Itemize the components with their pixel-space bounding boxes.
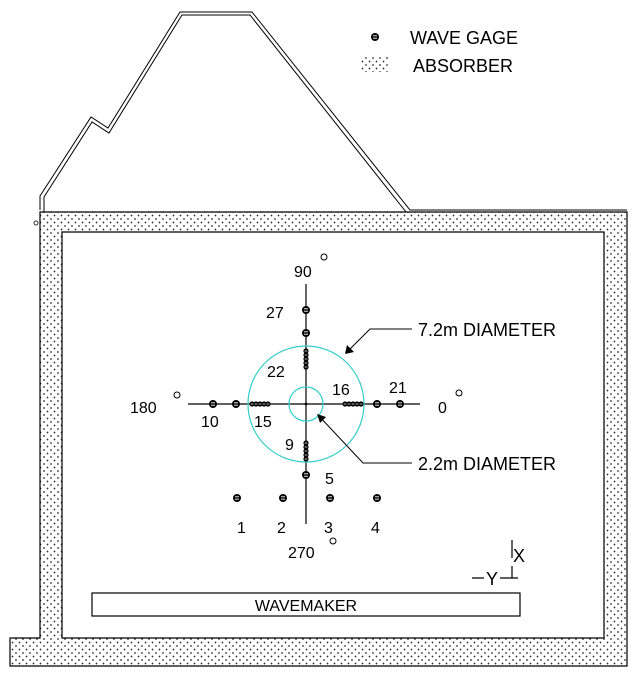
wave-gage bbox=[372, 399, 382, 409]
arrowhead-large bbox=[345, 345, 354, 354]
wave-gage-2 bbox=[278, 493, 288, 503]
basin-walls bbox=[9, 211, 628, 667]
gage-number-10: 10 bbox=[201, 414, 219, 431]
angle-90: 90 bbox=[294, 264, 312, 281]
large-diameter-circle bbox=[247, 345, 365, 463]
angle-180: 180 bbox=[130, 400, 157, 417]
degree-symbol bbox=[329, 537, 337, 545]
gage-axes bbox=[188, 284, 420, 524]
gage-number-1: 1 bbox=[237, 520, 246, 537]
gage-number-15: 15 bbox=[254, 414, 272, 431]
absorber-band bbox=[9, 211, 628, 667]
gage-number-2: 2 bbox=[277, 520, 286, 537]
gage-number-27: 27 bbox=[266, 305, 284, 322]
axis-y-label: Y bbox=[486, 569, 498, 589]
leader-small bbox=[317, 414, 412, 464]
wave-gage-1 bbox=[232, 493, 242, 503]
gage-numbers: 27 22 16 21 10 15 9 5 1 2 3 4 bbox=[201, 305, 407, 537]
gage-cluster-22 bbox=[303, 348, 309, 370]
gage-number-22: 22 bbox=[267, 364, 285, 381]
axis-x-label: X bbox=[513, 546, 525, 566]
wavemaker: WAVEMAKER bbox=[91, 592, 521, 617]
legend-absorber-label: ABSORBER bbox=[413, 56, 513, 76]
wave-gage-27 bbox=[301, 305, 311, 315]
degree-symbol bbox=[173, 391, 181, 399]
wave-gage-5 bbox=[301, 470, 311, 480]
wave-gage-21 bbox=[395, 399, 405, 409]
large-diameter-label: 7.2m DIAMETER bbox=[418, 320, 556, 340]
gage-cluster-9 bbox=[303, 440, 309, 462]
gage-number-21: 21 bbox=[389, 380, 407, 397]
wavemaker-label: WAVEMAKER bbox=[255, 598, 357, 615]
leader-large bbox=[345, 328, 412, 354]
legend-wave-gage-label: WAVE GAGE bbox=[410, 28, 518, 48]
center-point bbox=[304, 402, 308, 406]
wavemaker-box bbox=[91, 592, 521, 617]
xy-orientation: X Y bbox=[472, 540, 525, 589]
axis-indicator-lines bbox=[472, 540, 518, 579]
arrowhead-small bbox=[317, 414, 326, 423]
angle-labels: 90 180 0 270 bbox=[130, 253, 463, 562]
gage-number-9: 9 bbox=[285, 437, 294, 454]
degree-symbol bbox=[455, 389, 463, 397]
angle-270: 270 bbox=[288, 545, 315, 562]
wave-gage-3 bbox=[325, 493, 335, 503]
degree-symbol bbox=[320, 253, 328, 261]
upper-outline bbox=[39, 11, 627, 213]
legend: WAVE GAGE ABSORBER bbox=[360, 28, 518, 76]
gage-cluster-15 bbox=[249, 401, 271, 407]
diameter-callouts: 7.2m DIAMETER 2.2m DIAMETER bbox=[317, 320, 556, 474]
gage-number-4: 4 bbox=[371, 520, 380, 537]
wave-gage bbox=[231, 399, 241, 409]
wave-gage-legend-icon bbox=[370, 32, 380, 42]
angle-0: 0 bbox=[438, 400, 447, 417]
gage-cluster-16 bbox=[342, 401, 364, 407]
small-diameter-label: 2.2m DIAMETER bbox=[418, 454, 556, 474]
gage-number-3: 3 bbox=[324, 520, 333, 537]
wave-gage-4 bbox=[372, 493, 382, 503]
corner-marker bbox=[33, 220, 39, 226]
wave-gage-10 bbox=[208, 399, 218, 409]
absorber-legend-icon bbox=[360, 56, 388, 72]
gage-number-16: 16 bbox=[332, 382, 350, 399]
wave-gage bbox=[301, 328, 311, 338]
gage-number-5: 5 bbox=[325, 471, 334, 488]
small-diameter-circle bbox=[288, 386, 324, 422]
